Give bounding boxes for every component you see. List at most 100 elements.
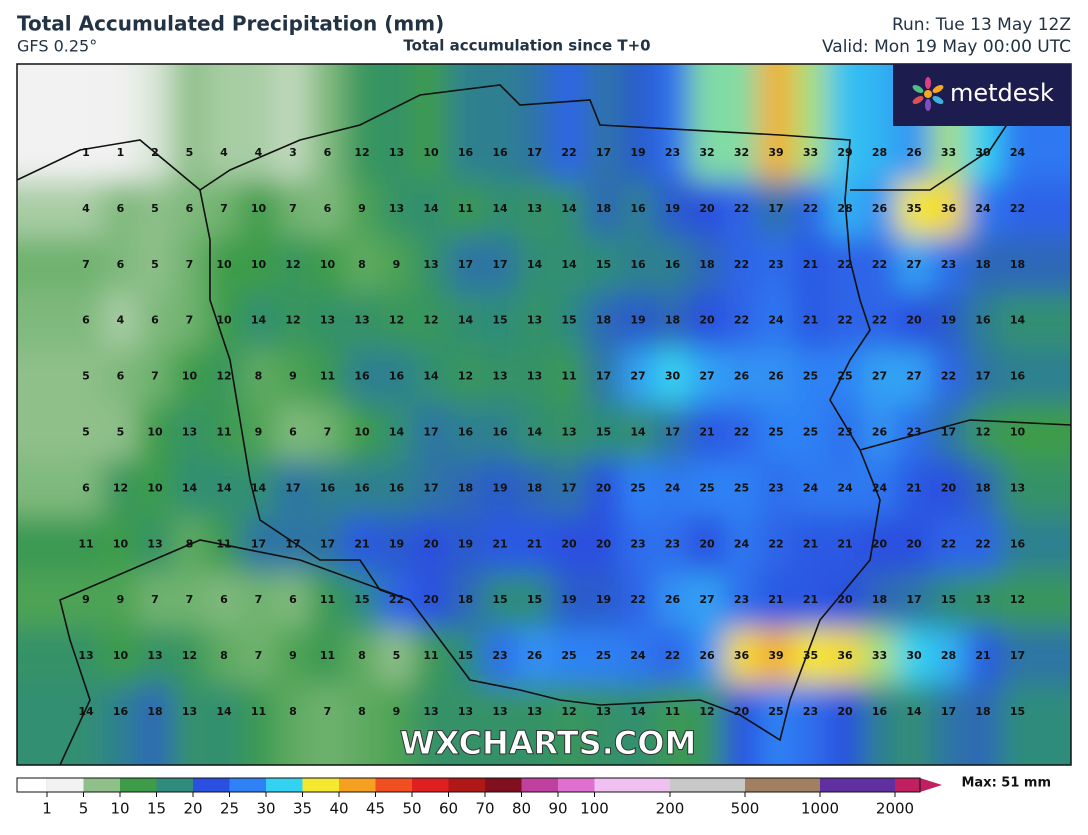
precip-value: 15 — [458, 649, 473, 662]
precip-cell — [586, 404, 621, 461]
precip-cell — [137, 236, 173, 293]
precip-cell — [344, 292, 380, 349]
precip-value: 19 — [596, 593, 611, 606]
precip-cell — [137, 180, 173, 237]
colorbar-start — [16, 777, 48, 793]
precip-value: 14 — [251, 314, 267, 327]
precip-value: 20 — [906, 537, 922, 550]
precip-value: 23 — [665, 146, 680, 159]
precip-cell — [241, 180, 276, 237]
precip-value: 20 — [596, 481, 612, 494]
precip-value: 32 — [699, 146, 714, 159]
precip-cell — [620, 180, 656, 237]
precip-cell — [103, 628, 138, 685]
precip-cell — [655, 180, 690, 237]
precip-value: 16 — [872, 705, 888, 718]
run: Run: Tue 13 May 12Z — [892, 15, 1071, 35]
precip-value: 13 — [320, 314, 335, 327]
precip-value: 17 — [458, 258, 473, 271]
precip-cell — [344, 236, 380, 293]
colorbar-label: 100 — [580, 800, 609, 818]
precip-cell — [448, 684, 483, 765]
precip-value: 24 — [803, 481, 819, 494]
precip-value: 10 — [113, 649, 129, 662]
precip-cell — [310, 460, 345, 517]
colorbar-label: 1 — [42, 800, 52, 818]
precip-cell — [965, 460, 1001, 517]
precip-value: 21 — [699, 426, 714, 439]
precip-value: 7 — [324, 705, 332, 718]
precip-cell — [206, 404, 242, 461]
precip-cell — [1000, 292, 1071, 349]
precip-cell — [310, 348, 345, 405]
precip-cell — [655, 684, 690, 765]
colorbar-arrow — [920, 778, 942, 792]
precip-cell — [586, 684, 621, 765]
precip-cell — [275, 348, 311, 405]
precip-value: 25 — [734, 481, 749, 494]
precip-value: 18 — [975, 705, 990, 718]
precip-value: 11 — [320, 649, 335, 662]
precip-value: 27 — [872, 370, 887, 383]
precip-cell — [827, 628, 863, 685]
precip-cell — [689, 572, 725, 629]
colorbar-label: 45 — [366, 800, 385, 818]
colorbar-label: 2000 — [876, 800, 914, 818]
precip-cell — [241, 684, 276, 765]
precip-cell — [827, 572, 863, 629]
precip-value: 36 — [837, 649, 853, 662]
precip-cell — [241, 348, 276, 405]
precip-value: 7 — [255, 649, 263, 662]
precip-value: 20 — [699, 202, 715, 215]
precip-cell — [896, 348, 932, 405]
precip-value: 7 — [151, 370, 159, 383]
colorbar-segment — [302, 778, 340, 792]
precip-value: 14 — [389, 426, 405, 439]
precip-cell — [310, 628, 345, 685]
precip-cell — [206, 180, 242, 237]
precip-value: 11 — [78, 537, 93, 550]
precip-value: 20 — [596, 537, 612, 550]
precip-value: 21 — [906, 481, 921, 494]
precip-cell — [965, 348, 1001, 405]
precip-value: 16 — [458, 426, 474, 439]
precip-value: 23 — [768, 481, 783, 494]
precip-cell — [241, 572, 276, 629]
precip-value: 5 — [82, 426, 90, 439]
precip-value: 28 — [941, 649, 956, 662]
precip-cell — [517, 348, 552, 405]
precip-cell — [931, 292, 966, 349]
precip-cell — [862, 684, 897, 765]
precip-value: 20 — [837, 593, 853, 606]
precip-value: 26 — [699, 649, 715, 662]
precip-value: 12 — [1010, 593, 1025, 606]
precip-cell — [17, 628, 104, 685]
precip-value: 22 — [1010, 202, 1025, 215]
colorbar-segment — [120, 778, 157, 792]
precip-cell — [103, 292, 138, 349]
precip-value: 12 — [975, 426, 990, 439]
precip-value: 9 — [289, 370, 297, 383]
border-line — [859, 419, 1071, 451]
precip-cell — [724, 404, 759, 461]
precip-cell — [482, 628, 518, 685]
precip-cell — [620, 460, 656, 517]
precip-value: 14 — [458, 314, 474, 327]
precip-value: 18 — [665, 314, 680, 327]
precip-value: 9 — [255, 426, 263, 439]
precip-cell — [275, 64, 311, 181]
precip-cell — [137, 292, 173, 349]
precip-value: 6 — [289, 593, 297, 606]
precip-value: 17 — [320, 537, 335, 550]
precip-value: 11 — [561, 370, 576, 383]
precip-value: 26 — [872, 426, 888, 439]
precip-value: 30 — [975, 146, 991, 159]
precip-cell — [310, 404, 345, 461]
precip-cell — [103, 460, 138, 517]
precip-value: 9 — [358, 202, 366, 215]
precip-value: 23 — [630, 537, 645, 550]
precip-cell — [206, 64, 242, 181]
precip-value: 10 — [216, 258, 232, 271]
colorbar-segment — [820, 778, 896, 792]
precip-cell — [413, 516, 449, 573]
